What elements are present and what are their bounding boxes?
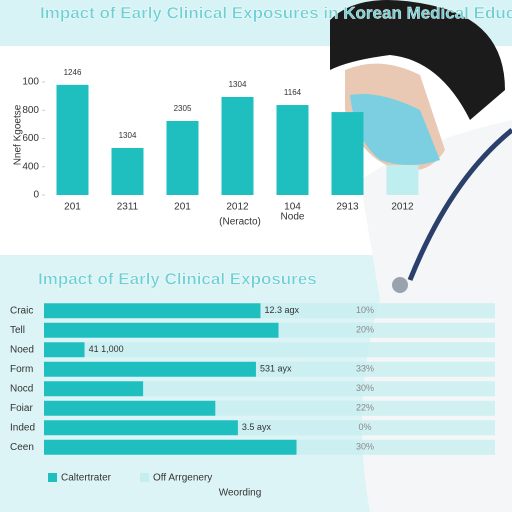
- annotation: 22%: [356, 403, 374, 413]
- y-tick-label: 600: [22, 133, 39, 144]
- bar: [44, 322, 279, 338]
- x-tick-label: 201: [174, 202, 191, 213]
- bar: [276, 105, 309, 195]
- legend-label: Caltertrater: [61, 473, 112, 484]
- bar: [44, 303, 261, 319]
- bar: [44, 342, 85, 358]
- bar: [44, 439, 297, 455]
- bar: [331, 112, 364, 195]
- annotation: Node: [281, 212, 305, 223]
- x-axis-label: Weording: [219, 488, 262, 499]
- bar: [44, 381, 144, 397]
- y-tick-label: 0: [33, 190, 39, 201]
- legend-label: Off Arrgenery: [153, 473, 212, 484]
- annotation: 0%: [358, 422, 371, 432]
- bar: [44, 420, 238, 436]
- y-axis-label: Nnef Kgoetse: [13, 104, 24, 165]
- bar: [84, 342, 495, 358]
- y-tick-label: Inded: [10, 422, 35, 433]
- x-axis-label: (Neracto): [219, 217, 261, 228]
- bar: [386, 165, 419, 195]
- annotation: 531 ayx: [260, 364, 292, 374]
- x-tick-label: 2913: [336, 202, 359, 213]
- annotation: 1164: [284, 88, 302, 97]
- annotation: 1246: [64, 68, 82, 77]
- annotation: 1304: [119, 131, 137, 140]
- y-tick-label: Foiar: [10, 403, 33, 414]
- y-tick-label: Noed: [10, 344, 34, 355]
- y-tick-label: Ceen: [10, 442, 34, 453]
- bar: [166, 120, 199, 195]
- annotation: 41 1,000: [89, 344, 124, 354]
- bar: [44, 400, 216, 416]
- y-tick-label: 100: [22, 77, 39, 88]
- hair: [330, 0, 505, 120]
- bar: [296, 439, 495, 455]
- bar: [237, 420, 495, 436]
- annotation: 20%: [356, 325, 374, 335]
- mask: [350, 94, 440, 165]
- x-tick-label: 2012: [226, 202, 249, 213]
- annotation: 1304: [229, 80, 247, 89]
- y-tick-label: Form: [10, 364, 33, 375]
- bar: [56, 84, 89, 195]
- bar: [215, 400, 495, 416]
- x-tick-label: 104: [284, 202, 301, 213]
- stethoscope: [407, 128, 512, 281]
- annotation: 12.3 agx: [264, 305, 299, 315]
- annotation: 2305: [174, 104, 192, 113]
- bar: [260, 303, 495, 319]
- x-tick-label: 2311: [117, 202, 139, 213]
- stethoscope-head: [392, 277, 408, 293]
- y-tick-label: 800: [22, 105, 39, 116]
- annotation: 10%: [356, 305, 374, 315]
- legend-swatch: [48, 473, 57, 482]
- y-tick-label: Nocd: [10, 383, 33, 394]
- annotation: 33%: [356, 364, 374, 374]
- annotation: 30%: [356, 442, 374, 452]
- y-tick-label: Craic: [10, 305, 33, 316]
- legend-swatch: [140, 473, 149, 482]
- bar: [221, 96, 254, 195]
- bar: [278, 322, 495, 338]
- bar: [143, 381, 495, 397]
- chart-title: Impact of Early Clinical Exposures in Ko…: [40, 3, 512, 22]
- y-tick-label: 400: [22, 161, 39, 172]
- annotation: 3.5 ayx: [242, 422, 272, 432]
- bar: [255, 361, 495, 377]
- chart-title: Impact of Early Clinical Exposures: [38, 269, 317, 288]
- bar: [44, 361, 256, 377]
- annotation: 30%: [356, 383, 374, 393]
- y-tick-label: Tell: [10, 325, 25, 336]
- x-tick-label: 201: [64, 202, 81, 213]
- bar: [111, 147, 144, 195]
- x-tick-label: 2012: [391, 202, 414, 213]
